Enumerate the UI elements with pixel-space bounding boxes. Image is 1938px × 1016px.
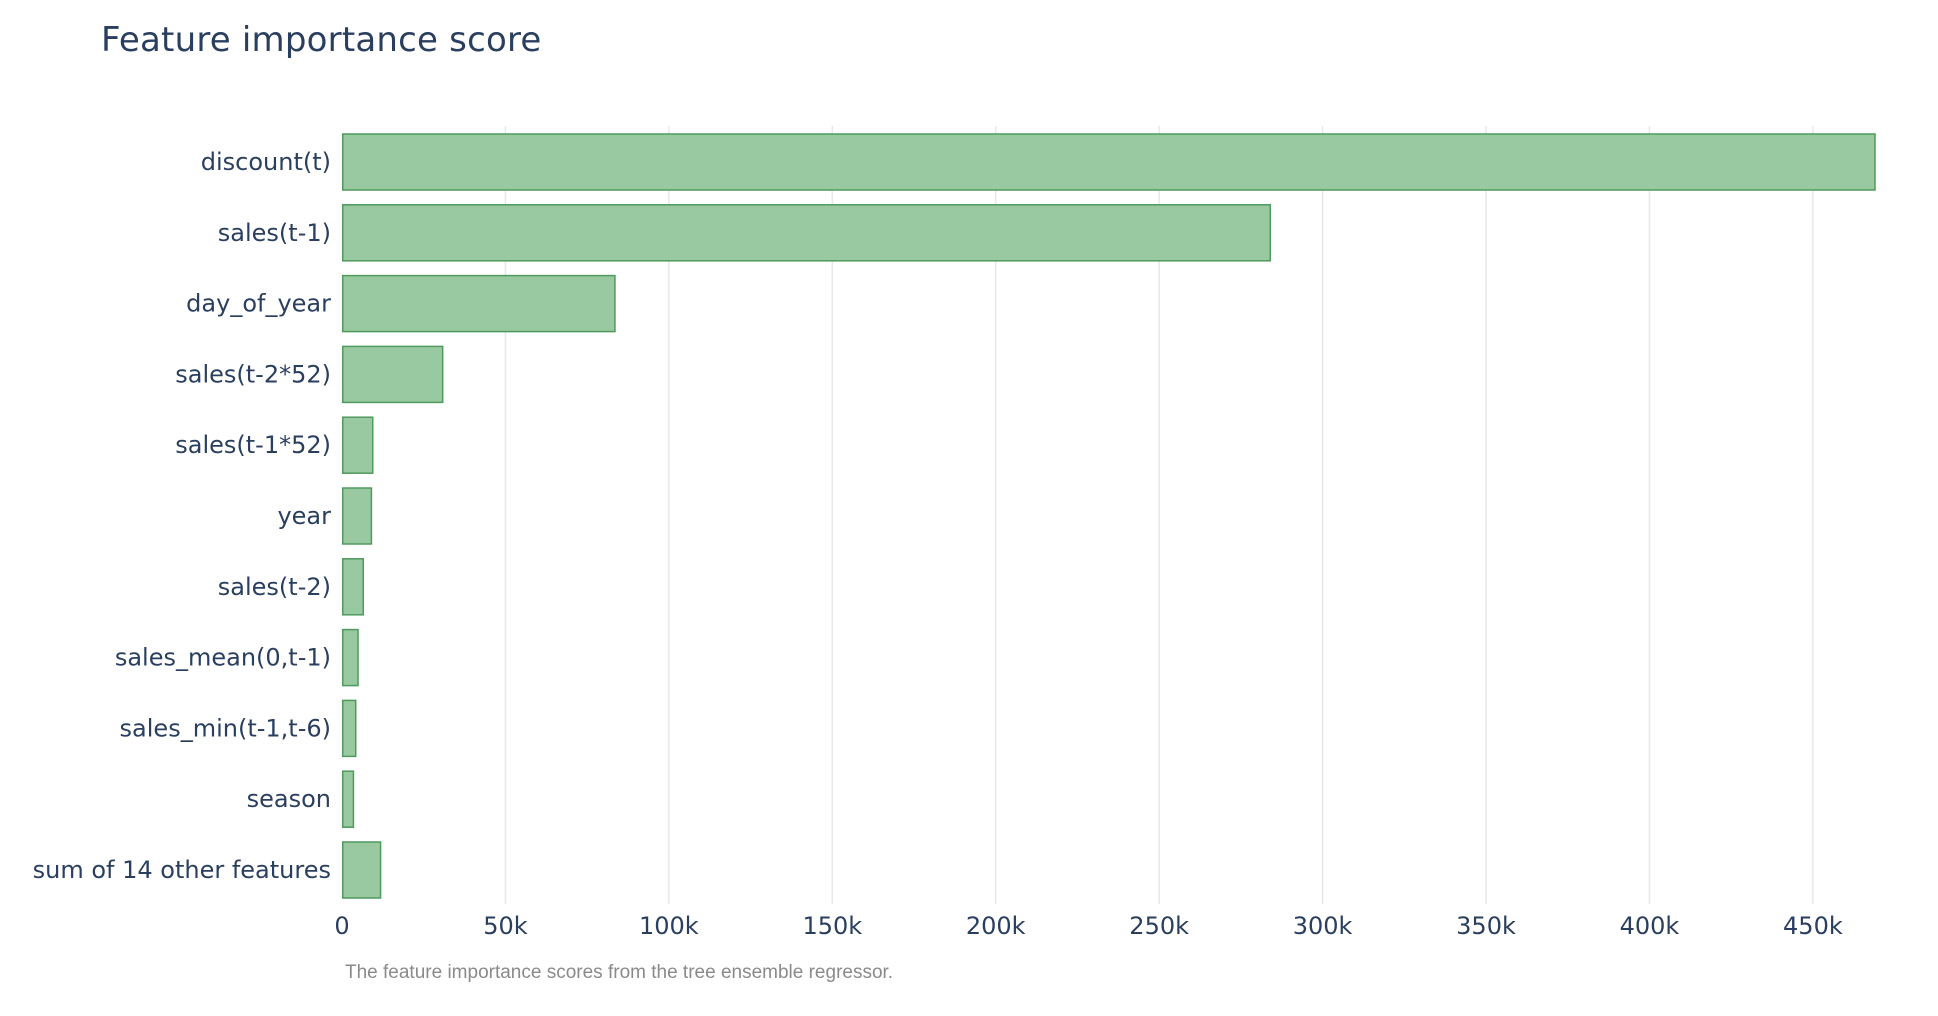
x-tick-label: 0 [334,912,349,940]
y-category-label: sales_min(t-1,t-6) [120,714,331,742]
y-category-label: sales_mean(0,t-1) [115,644,331,672]
bar[interactable] [342,345,444,404]
x-tick-label: 250k [1129,912,1189,940]
x-tick-label: 450k [1783,912,1843,940]
bar[interactable] [342,487,373,545]
bar[interactable] [342,699,357,758]
bar[interactable] [342,133,1876,191]
bar[interactable] [342,416,374,474]
y-category-label: sales(t-1) [218,219,331,247]
y-category-label: sales(t-2) [218,573,331,601]
y-category-label: year [277,502,331,530]
x-tick-label: 150k [802,912,862,940]
x-axis-labels: 0 50k 100k 150k 200k 250k 300k 350k 400k 450k [334,912,1842,940]
bar-layer [342,133,1876,899]
y-axis-labels: discount(t) sales(t-1) day_of_year sales(t-… [33,148,332,884]
y-category-label: discount(t) [201,148,331,176]
chart-title: Feature importance score [101,20,542,60]
bar[interactable] [342,841,382,899]
x-tick-label: 300k [1293,912,1353,940]
x-tick-label: 350k [1456,912,1516,940]
bar[interactable] [342,204,1272,262]
bar[interactable] [342,274,616,333]
y-category-label: sales(t-1*52) [175,431,331,459]
x-tick-label: 100k [639,912,699,940]
y-category-label: season [247,785,331,813]
y-category-label: sales(t-2*52) [175,360,331,388]
y-category-label: sum of 14 other features [33,856,331,884]
x-tick-label: 50k [483,912,528,940]
bar[interactable] [342,628,359,687]
bar[interactable] [342,770,355,828]
y-category-label: day_of_year [186,290,331,318]
chart-caption: The feature importance scores from the t… [345,962,894,983]
x-tick-label: 200k [966,912,1026,940]
bar[interactable] [342,558,364,616]
x-tick-label: 400k [1620,912,1680,940]
